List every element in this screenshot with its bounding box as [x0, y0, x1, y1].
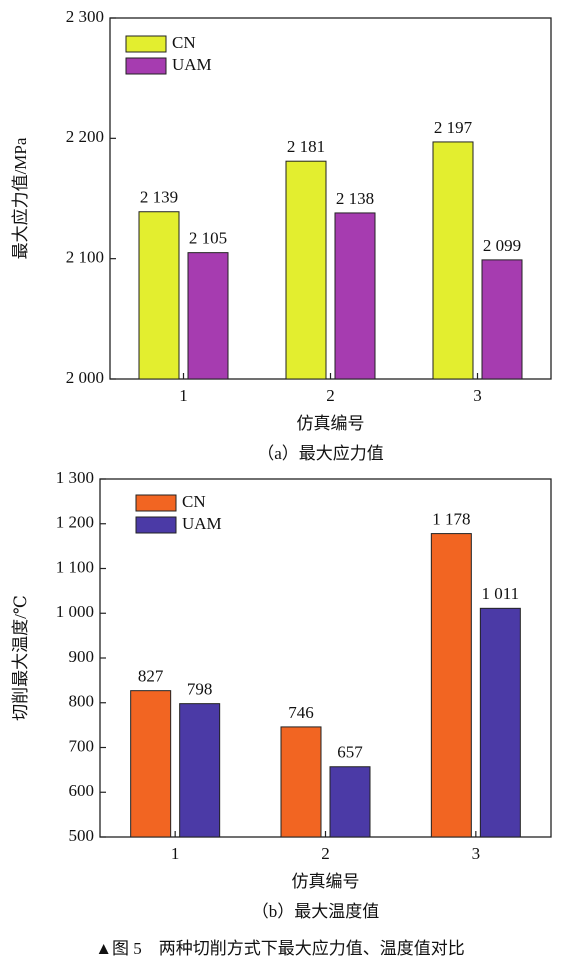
value-label: 2 181	[287, 137, 325, 156]
value-label: 798	[187, 680, 213, 699]
x-tick-label: 1	[171, 844, 180, 863]
x-tick-label: 1	[179, 386, 188, 405]
value-label: 2 138	[336, 189, 374, 208]
value-label: 2 099	[483, 236, 521, 255]
x-tick-label: 3	[473, 386, 482, 405]
chart-subtitle: （b）最大温度值	[252, 902, 380, 921]
y-tick-label: 2 200	[66, 127, 104, 146]
bar	[187, 252, 229, 380]
y-tick-label: 1 000	[56, 602, 94, 621]
y-tick-label: 1 200	[56, 513, 94, 532]
y-tick-label: 700	[69, 736, 95, 755]
value-label: 1 178	[432, 510, 470, 529]
y-tick-label: 1 100	[56, 557, 94, 576]
bar	[138, 211, 180, 380]
bar	[479, 607, 521, 838]
value-label: 2 139	[140, 188, 178, 207]
legend-swatch	[125, 57, 167, 75]
x-tick-label: 2	[326, 386, 335, 405]
y-tick-label: 900	[69, 647, 95, 666]
x-tick-label: 3	[472, 844, 481, 863]
value-label: 827	[138, 667, 164, 686]
x-tick-label: 2	[321, 844, 330, 863]
bar	[329, 766, 371, 838]
y-tick-label: 2 300	[66, 7, 104, 26]
legend-label: CN	[172, 33, 196, 52]
value-label: 2 197	[434, 118, 473, 137]
y-tick-label: 2 100	[66, 248, 104, 267]
y-tick-label: 500	[69, 826, 95, 845]
value-label: 2 105	[189, 229, 227, 248]
value-label: 1 011	[482, 584, 520, 603]
y-tick-label: 600	[69, 781, 95, 800]
bar	[179, 703, 221, 838]
legend-label: UAM	[182, 514, 222, 533]
bar	[430, 533, 472, 838]
value-label: 746	[288, 703, 314, 722]
bar	[280, 726, 322, 838]
x-axis-label: 仿真编号	[292, 872, 360, 891]
x-axis-label: 仿真编号	[297, 414, 365, 433]
value-label: 657	[337, 743, 363, 762]
bar	[334, 212, 376, 380]
legend-swatch	[125, 35, 167, 53]
legend-label: CN	[182, 492, 206, 511]
chart-subtitle: （a）最大应力值	[257, 444, 384, 463]
y-axis-label: 切削最大温度/℃	[11, 595, 30, 721]
bar	[285, 160, 327, 380]
bar	[130, 690, 172, 838]
y-tick-label: 2 000	[66, 368, 104, 387]
legend-label: UAM	[172, 55, 212, 74]
legend-swatch	[135, 494, 177, 512]
y-tick-label: 1 300	[56, 468, 94, 487]
figure-caption: ▲图 5 两种切削方式下最大应力值、温度值对比	[95, 939, 465, 958]
y-axis-label: 最大应力值/MPa	[11, 137, 30, 259]
bar	[481, 259, 523, 380]
legend-swatch	[135, 516, 177, 534]
y-tick-label: 800	[69, 692, 95, 711]
bar	[432, 141, 474, 380]
